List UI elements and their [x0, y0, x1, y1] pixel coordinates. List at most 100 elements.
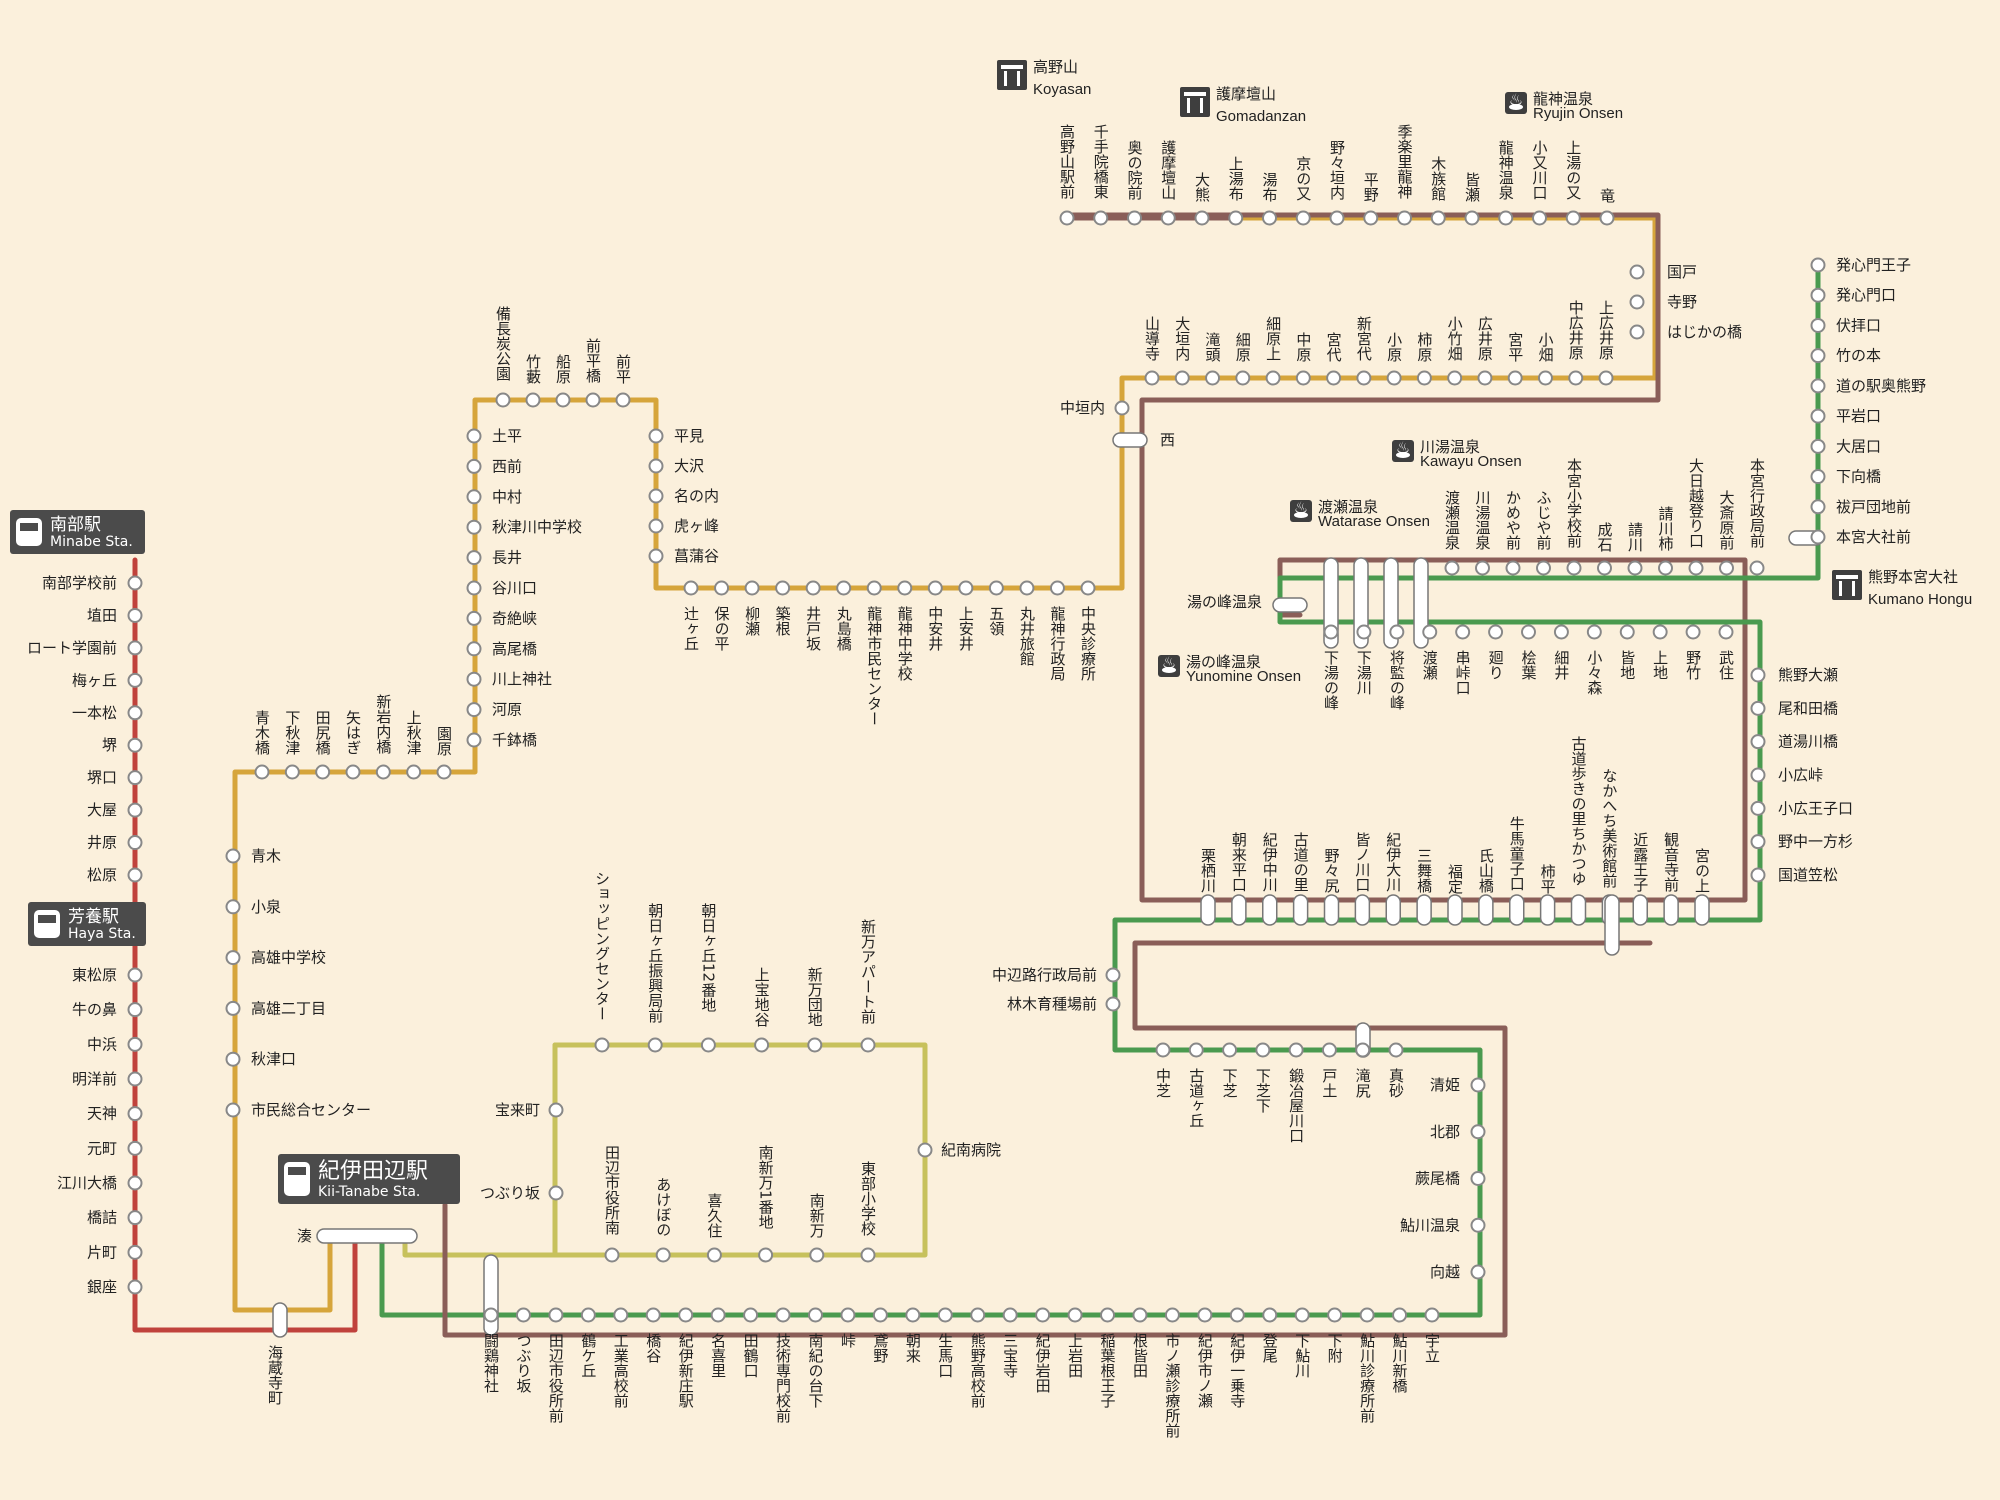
- label-hongu_lower-11: 野竹: [1684, 650, 1702, 681]
- temple-icon-pillar: [1200, 98, 1203, 113]
- stop-akitsu_top-4: [375, 764, 391, 780]
- stop-haya_line-1: [127, 1002, 143, 1018]
- label-shinjo_loop_top-4: 新万団地: [806, 967, 824, 1027]
- label-minabe_line-3: 梅ヶ丘: [72, 671, 117, 689]
- label-main_bottom-27: 鮎川診療所前: [1358, 1333, 1376, 1424]
- label-hongu_top-7: 請川柿: [1657, 506, 1675, 551]
- stop-main_bottom-2: [548, 1307, 564, 1323]
- stop-hongu_green-4: [1810, 378, 1826, 394]
- stop-hongu_green-3: [1810, 348, 1826, 364]
- stop-ryujin_bottom-6: [866, 580, 882, 596]
- stop-labels: 南部学校前埴田ロート学園前梅ヶ丘一本松堺堺口大屋井原松原東松原牛の鼻中浜明洋前天…: [27, 124, 1926, 1439]
- label-gold_mid-0: 山導寺: [1143, 316, 1161, 361]
- label-gold_top-13: 龍神温泉: [1497, 140, 1515, 200]
- label-gold_mid-14: 中広井原: [1567, 300, 1585, 360]
- stop-shinjo_loop_bottom-4: [809, 1247, 825, 1263]
- station-name-ja: 芳養駅: [68, 907, 119, 927]
- stop-gold_mid-5: [1295, 370, 1311, 386]
- label-gold_mid-10: 小竹畑: [1446, 316, 1464, 361]
- stop-ryujin_top-3: [585, 392, 601, 408]
- label-hongu_top-9: 大斎原前: [1718, 490, 1736, 551]
- stop-main_bottom-17: [1035, 1307, 1051, 1323]
- stop-gold_mid-12: [1507, 370, 1523, 386]
- stop-gold_mid-8: [1386, 370, 1402, 386]
- label-hongu_green-9: 本宮大社前: [1836, 528, 1911, 546]
- stop-gold_top-1: [1093, 210, 1109, 226]
- label-hongu_top-8: 大日越登り口: [1687, 458, 1705, 548]
- stop-ryujin_left-2: [466, 489, 482, 505]
- label-ryujin_left-5: 谷川口: [492, 579, 537, 597]
- stop-ryujin_bottom-0: [683, 580, 699, 596]
- label-ryujin_left-7: 高尾橋: [492, 640, 537, 658]
- label-shinjo_loop_bottom-3: 南新万1番地: [757, 1145, 775, 1230]
- label-ryujin_bottom-1: 保の平: [713, 606, 731, 651]
- landmark-name-en: Watarase Onsen: [1318, 513, 1430, 530]
- label-ryujin_bottom-4: 井戸坂: [804, 606, 822, 651]
- label-gold_top-6: 湯布: [1261, 172, 1279, 202]
- label-hongu_top-1: 川湯温泉: [1474, 490, 1492, 550]
- label-hongu_green-0: 発心門王子: [1836, 256, 1911, 274]
- stop-main_bottom-13: [905, 1307, 921, 1323]
- label-nakahechi-5: 皆ノ川口: [1353, 832, 1371, 892]
- label-haya_line-1: 牛の鼻: [72, 1001, 117, 1019]
- label-main_bottom-12: 鳶野: [871, 1333, 889, 1363]
- label-shinjo_loop_left-0: 宝来町: [495, 1101, 540, 1119]
- label-gold_top-16: 竜: [1598, 188, 1616, 203]
- stop-haya_line-4: [127, 1106, 143, 1122]
- label-gold_mid-5: 中原: [1294, 332, 1312, 362]
- stop-main_bottom-9: [775, 1307, 791, 1323]
- label-ryujin_right-1: 大沢: [674, 457, 704, 475]
- temple-icon-pillar: [1187, 98, 1190, 113]
- label-gold_mid-12: 宮平: [1506, 332, 1524, 362]
- stop-shinjo_loop_bottom-2: [706, 1247, 722, 1263]
- temple-icon-roof: [1001, 65, 1023, 69]
- label-main_bottom-22: 紀伊市ノ瀬: [1196, 1333, 1214, 1408]
- label-minabe_line-4: 一本松: [72, 704, 117, 722]
- stop-kurisugawa-6: [1355, 1042, 1371, 1058]
- stop-ryujin_bottom-10: [988, 580, 1004, 596]
- stop-ryujin_left-4: [466, 550, 482, 566]
- label-ryujin_left-6: 奇絶峡: [492, 609, 537, 627]
- label-main_bottom-3: 鶴ケ丘: [579, 1333, 597, 1378]
- stop-minabe_line-7: [127, 802, 143, 818]
- label-gold_top-11: 木族館: [1429, 156, 1447, 201]
- pill-minato: [316, 1228, 418, 1244]
- label-minabe_line-7: 大屋: [87, 801, 117, 819]
- stop-kurisugawa-4: [1288, 1042, 1304, 1058]
- label-shinjo_loop_right-0: 紀南病院: [941, 1141, 1001, 1159]
- stop-haya_line-6: [127, 1175, 143, 1191]
- label-tonda-1: 北郡: [1430, 1123, 1460, 1141]
- label-gold_top-5: 上湯布: [1227, 156, 1245, 201]
- label-minabe_line-5: 堺: [102, 736, 117, 754]
- label-hongu_green-4: 道の駅奥熊野: [1836, 377, 1926, 395]
- label-akitsu_stem-0: 青木: [251, 847, 281, 865]
- stop-nakahechi-10-pill: [1509, 894, 1525, 926]
- label-hongu_lower-2: 将監の峰: [1388, 650, 1406, 710]
- label-main_bottom-5: 橋谷: [644, 1333, 662, 1363]
- temple-icon: [997, 60, 1027, 90]
- stop-main_bottom-15: [970, 1307, 986, 1323]
- stop-gold_top-7: [1295, 210, 1311, 226]
- onsen-icon-steam: ♨: [1294, 498, 1308, 517]
- label-gold_top-4: 大熊: [1193, 172, 1211, 202]
- label-haya_line-2: 中浜: [87, 1035, 117, 1053]
- stop-shinjo_loop_left-1: [548, 1185, 564, 1201]
- label-akitsu_top-3: 矢はぎ: [344, 710, 362, 755]
- label-gold_right-1: 寺野: [1667, 293, 1697, 311]
- label-ryujin_left-4: 長井: [492, 549, 522, 567]
- stop-ryujin_right-4: [648, 548, 664, 564]
- stop-nakahechi-16-pill: [1694, 894, 1710, 926]
- route-line-olive: [402, 1042, 928, 1258]
- label-akitsu_top-1: 下秋津: [283, 710, 301, 755]
- stop-ryujin_left-7: [466, 641, 482, 657]
- label-shinjo_loop_top-0: ショッピングセンター: [593, 871, 611, 1021]
- label-main_bottom-9: 技術専門校前: [774, 1333, 792, 1424]
- label-ryujin_left-8: 川上神社: [492, 670, 552, 688]
- stop-hongu_top-3: [1536, 560, 1551, 576]
- stop-hongu_top-2: [1505, 560, 1521, 576]
- label-main_bottom-15: 熊野高校前: [969, 1333, 987, 1409]
- stop-main_bottom-10: [807, 1307, 823, 1323]
- landmark-name-en: Koyasan: [1033, 81, 1091, 98]
- label-shinjo_loop_bottom-0: 田辺市役所南: [603, 1145, 621, 1235]
- stop-minabe_line-9: [127, 867, 143, 883]
